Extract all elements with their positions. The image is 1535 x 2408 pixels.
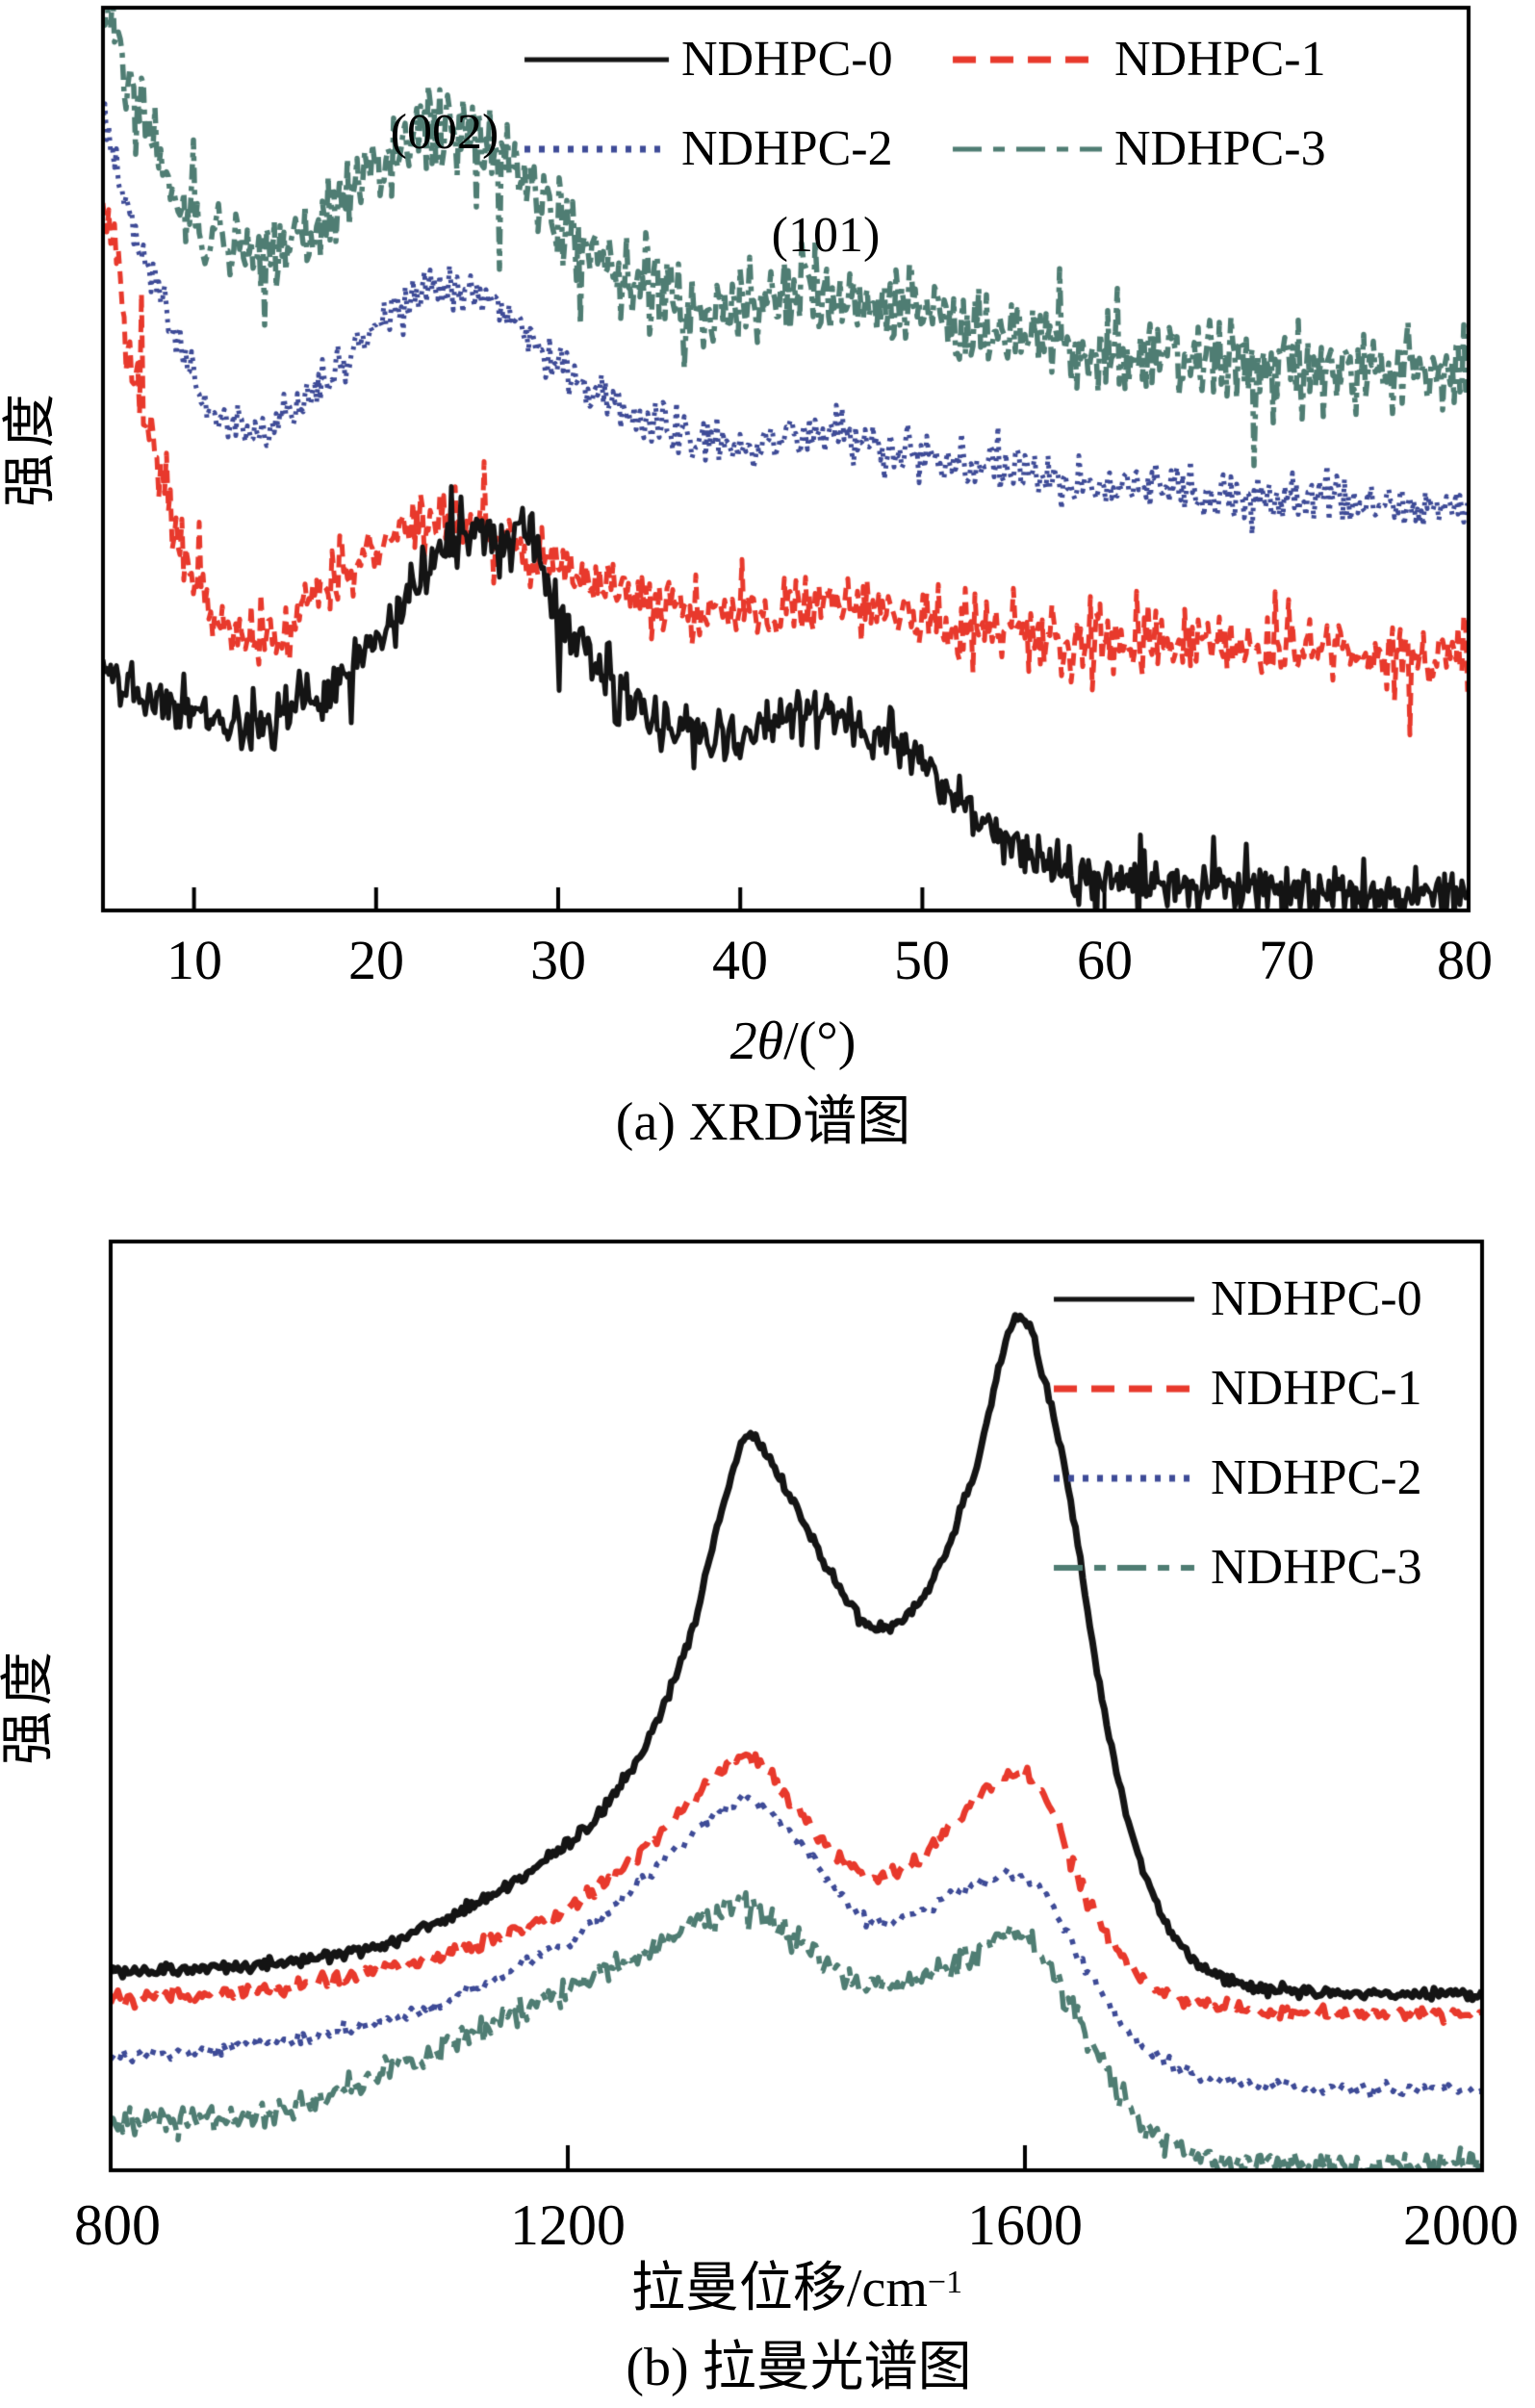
annotation-101: (101)	[771, 208, 881, 263]
panel-a-x-axis-title-units: /(°)	[783, 1012, 857, 1071]
panel-b-legend-label-ndhpc0: NDHPC-0	[1211, 1271, 1422, 1326]
panel-a-x-tick-20: 20	[348, 929, 404, 991]
panel-a-x-tick-70: 70	[1259, 929, 1315, 991]
panel-b-x-axis-title-text: 拉曼位移/cm	[630, 2259, 928, 2318]
panel-a-x-axis-title-symbol: 2θ	[729, 1012, 784, 1071]
panel-a-x-tick-10: 10	[166, 929, 222, 991]
panel-a-y-axis-label: 强度	[1, 388, 61, 507]
panel-a-legend-label-ndhpc1: NDHPC-1	[1114, 32, 1326, 87]
panel-a-legend-label-ndhpc0: NDHPC-0	[681, 32, 893, 87]
panel-b-legend-label-ndhpc2: NDHPC-2	[1211, 1450, 1422, 1505]
panel-b-x-axis-title-sup: −1	[927, 2265, 963, 2300]
panel-b-caption: (b) 拉曼光谱图	[626, 2338, 972, 2397]
panel-b-x-tick-1200: 1200	[510, 2193, 626, 2257]
panel-b-legend-label-ndhpc1: NDHPC-1	[1211, 1361, 1422, 1416]
panel-b-x-tick-1600: 1600	[967, 2193, 1083, 2257]
panel-a-caption: (a) XRD谱图	[615, 1092, 911, 1152]
annotation-002: (002)	[390, 105, 499, 160]
panel-a-legend-label-ndhpc3: NDHPC-3	[1114, 121, 1326, 176]
panel-b-x-tick-2000: 2000	[1403, 2193, 1519, 2257]
panel-a-x-axis-title: 2θ/(°)	[730, 1014, 857, 1068]
panel-a-x-tick-40: 40	[712, 929, 768, 991]
panel-b-legend-label-ndhpc3: NDHPC-3	[1211, 1540, 1422, 1595]
panel-b-x-axis-title: 拉曼位移/cm−1	[631, 2262, 962, 2316]
panel-a-legend-label-ndhpc2: NDHPC-2	[681, 121, 893, 176]
panel-b-x-tick-800: 800	[74, 2193, 161, 2257]
panel-b-y-axis-label: 强度	[0, 1646, 59, 1765]
panel-a-x-tick-60: 60	[1077, 929, 1133, 991]
panel-a-x-tick-80: 80	[1437, 929, 1493, 991]
panel-a-x-tick-50: 50	[894, 929, 950, 991]
panel-a-x-tick-30: 30	[530, 929, 586, 991]
